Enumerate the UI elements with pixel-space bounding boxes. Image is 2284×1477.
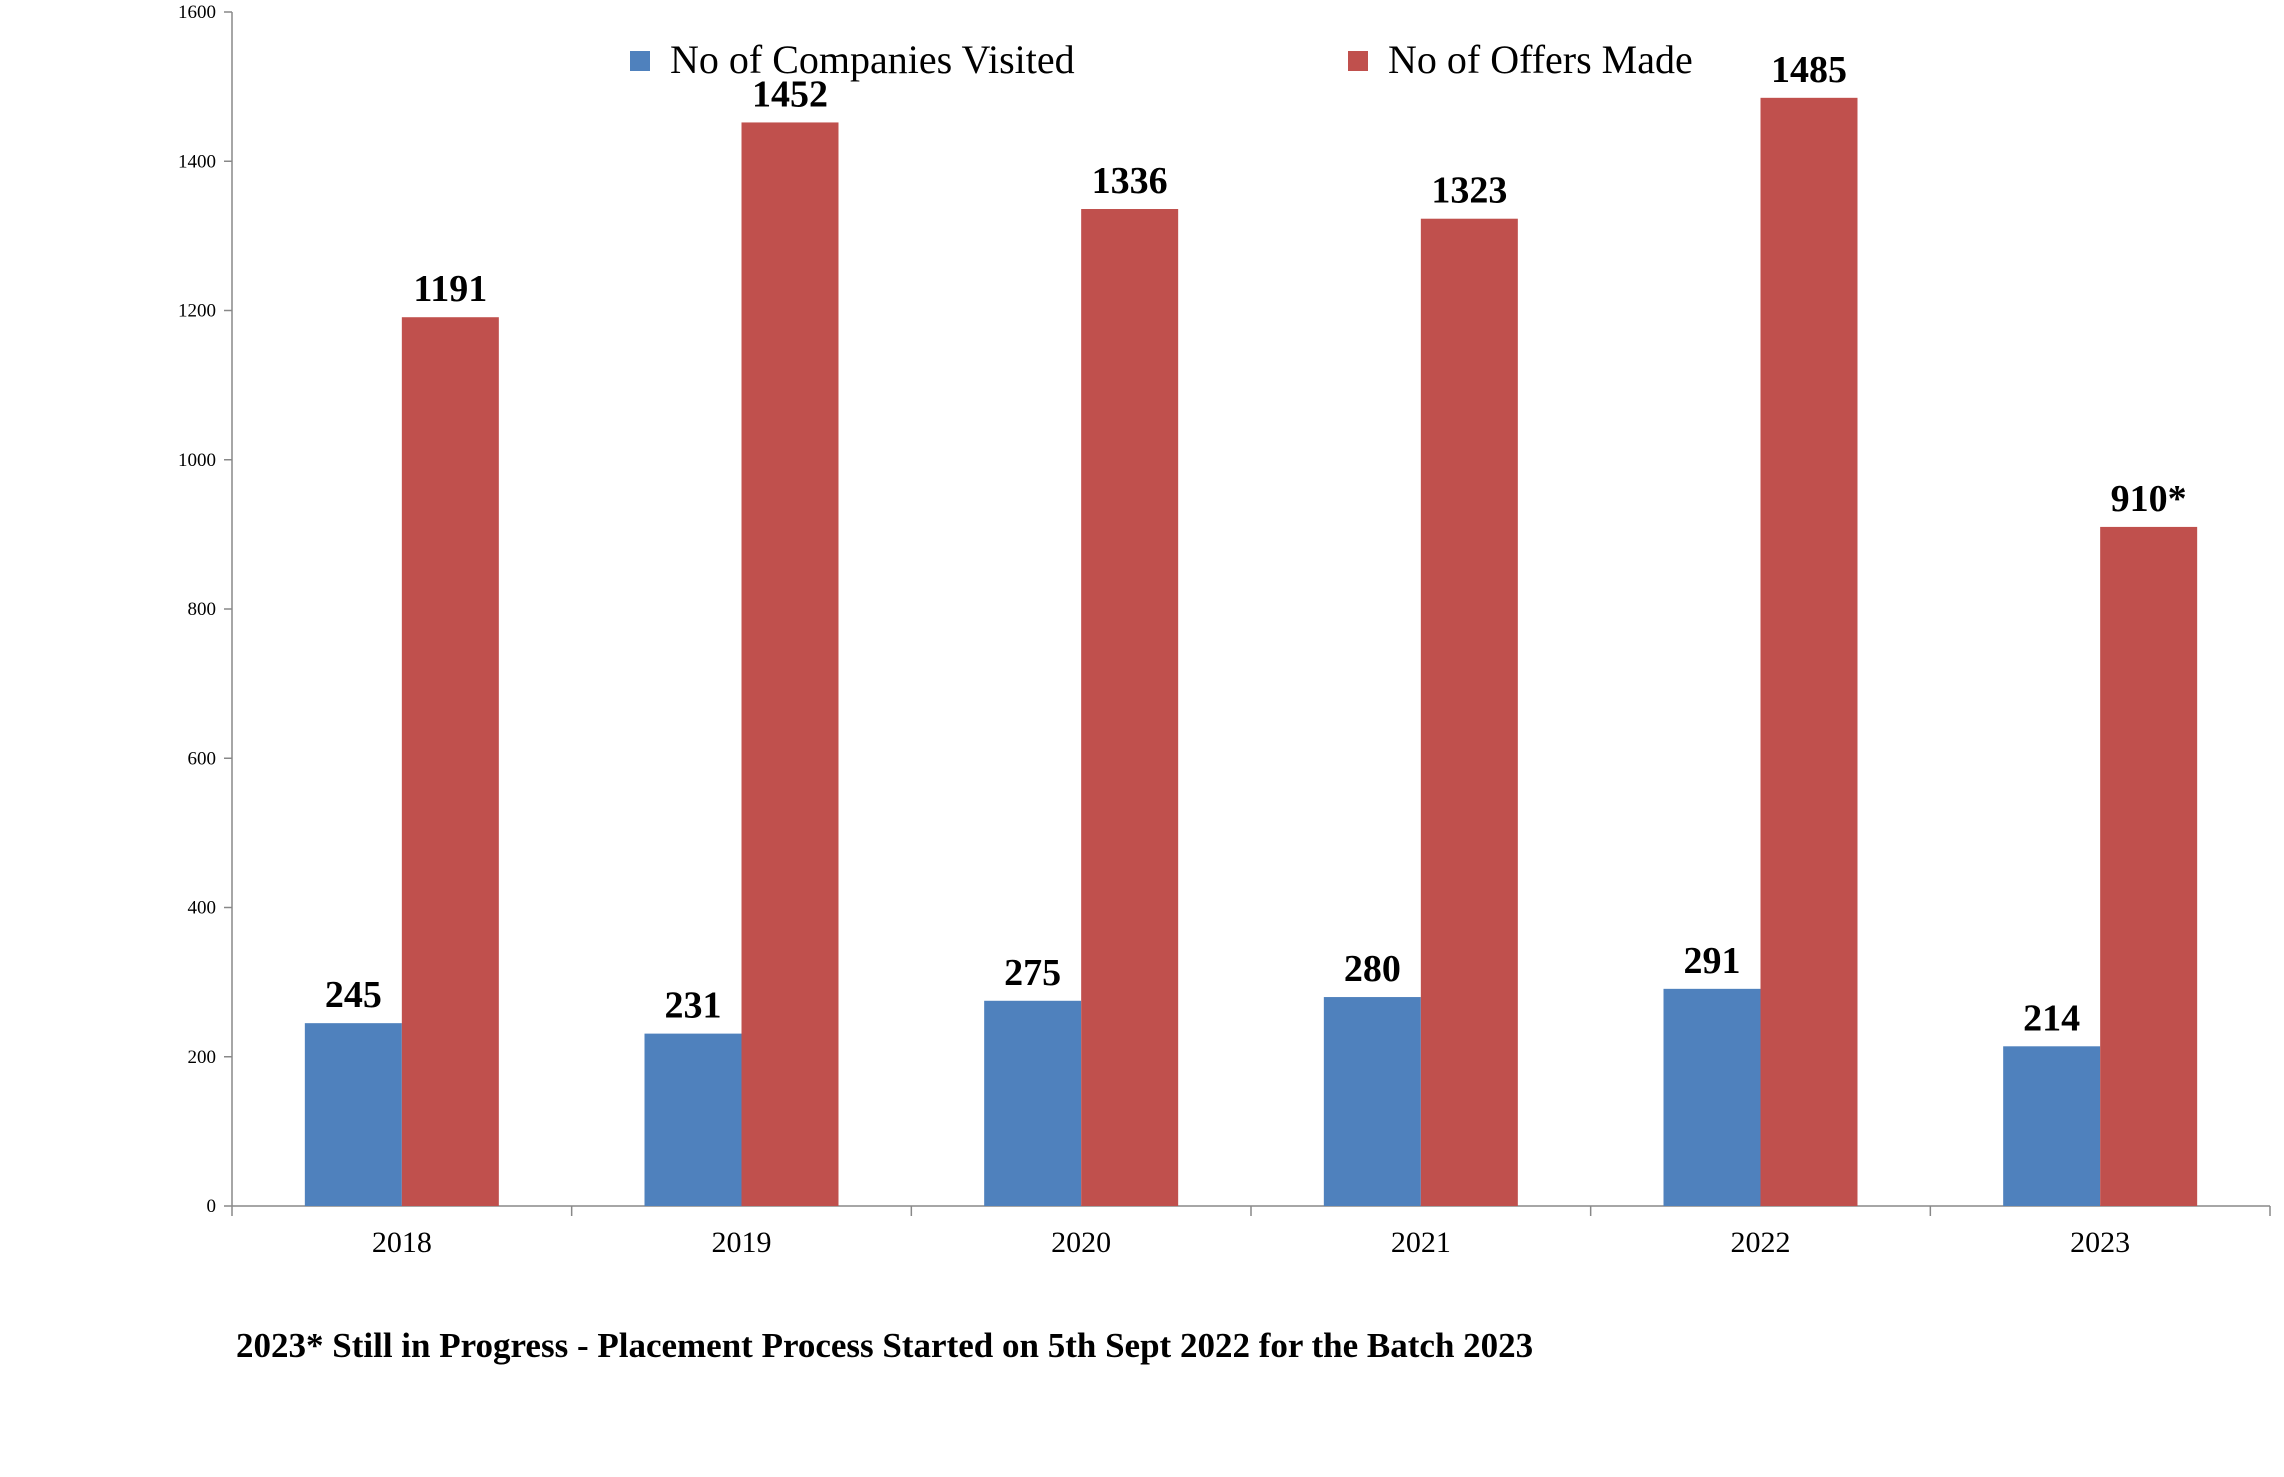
bar-companies-visited — [1663, 988, 1761, 1206]
data-label: 280 — [1344, 948, 1401, 990]
data-label: 1336 — [1092, 160, 1168, 202]
data-label: 1191 — [413, 268, 487, 310]
bar-companies-visited — [984, 1000, 1082, 1206]
bar-offers-made — [741, 122, 839, 1207]
legend-label: No of Companies Visited — [670, 37, 1075, 82]
data-label: 910* — [2111, 478, 2187, 520]
x-category-label: 2019 — [712, 1226, 772, 1259]
bar-companies-visited — [644, 1033, 742, 1206]
data-label: 275 — [1004, 952, 1061, 994]
y-tick-label: 600 — [188, 748, 217, 769]
bar-offers-made — [401, 317, 499, 1206]
data-label: 1452 — [752, 73, 828, 115]
x-category-label: 2021 — [1391, 1226, 1451, 1259]
data-label: 214 — [2023, 997, 2080, 1039]
legend-swatch — [630, 51, 650, 71]
bar-offers-made — [1420, 218, 1518, 1206]
data-label: 245 — [325, 974, 382, 1016]
data-label: 291 — [1684, 940, 1741, 982]
x-category-label: 2018 — [372, 1226, 432, 1259]
bar-companies-visited — [1323, 997, 1421, 1206]
x-category-label: 2020 — [1051, 1226, 1111, 1259]
data-label: 1485 — [1771, 49, 1847, 91]
y-tick-label: 1400 — [178, 151, 216, 172]
y-tick-label: 1200 — [178, 301, 216, 322]
legend-swatch — [1348, 51, 1368, 71]
y-tick-label: 1600 — [178, 2, 216, 23]
footnote: 2023* Still in Progress - Placement Proc… — [236, 1326, 1534, 1365]
y-tick-label: 1000 — [178, 450, 216, 471]
bar-companies-visited — [304, 1023, 402, 1206]
data-label: 231 — [665, 985, 722, 1027]
y-tick-label: 400 — [188, 898, 217, 919]
bar-offers-made — [1081, 209, 1179, 1206]
bar-companies-visited — [2003, 1046, 2101, 1206]
y-tick-label: 0 — [207, 1196, 217, 1217]
y-tick-label: 200 — [188, 1047, 217, 1068]
x-category-label: 2023 — [2070, 1226, 2130, 1259]
bar-offers-made — [1760, 97, 1858, 1207]
x-category-label: 2022 — [1731, 1226, 1791, 1259]
bar-offers-made — [2100, 526, 2198, 1206]
y-tick-label: 800 — [188, 599, 217, 620]
data-label: 1323 — [1431, 170, 1507, 212]
legend-label: No of Offers Made — [1388, 37, 1693, 82]
